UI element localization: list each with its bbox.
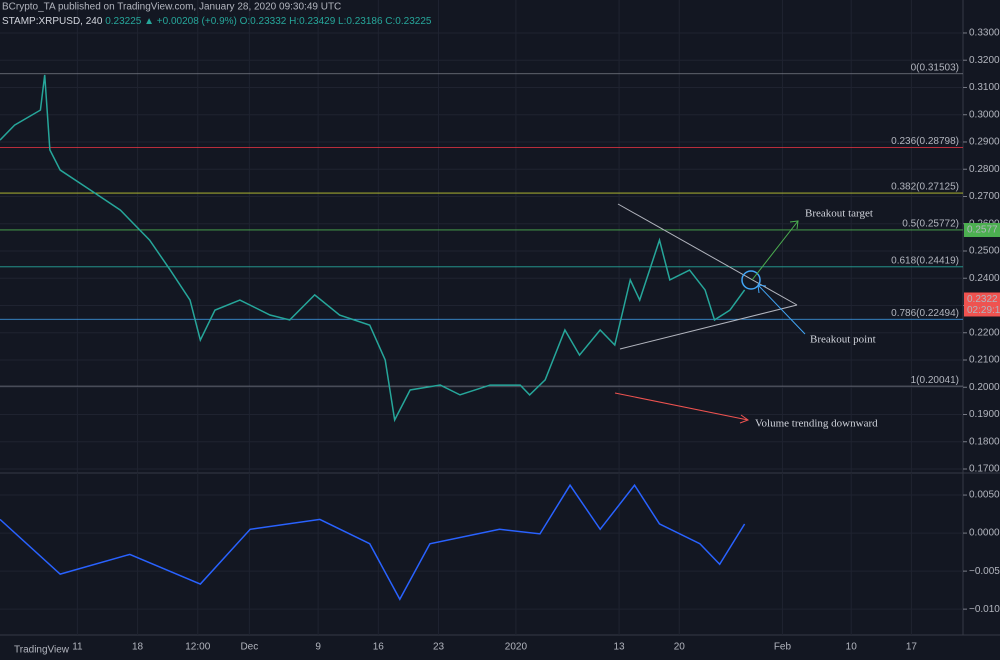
y-tick-label: 0.1700 xyxy=(969,464,1000,475)
x-tick-label: 12:00 xyxy=(185,642,210,653)
author-line: BCrypto_TA published on TradingView.com,… xyxy=(2,2,341,13)
x-tick-label: 20 xyxy=(674,642,686,653)
x-tick-label: 23 xyxy=(433,642,445,653)
fib-label: 0(0.31503) xyxy=(911,62,959,73)
y-tick-label: 0.2800 xyxy=(969,164,1000,175)
countdown: 02:29:1 xyxy=(967,305,1000,316)
trendline xyxy=(619,304,798,350)
y-tick-label: 0.2500 xyxy=(969,246,1000,257)
fib-label: 0.382(0.27125) xyxy=(891,182,959,193)
x-tick-label: 16 xyxy=(373,642,385,653)
fib-label: 0.786(0.22494) xyxy=(891,308,959,319)
price-line xyxy=(0,74,746,423)
fib-label: 1(0.20041) xyxy=(911,375,959,386)
y-tick-label: 0.2000 xyxy=(969,382,1000,393)
annotation: Breakout point xyxy=(810,334,876,346)
y-tick-label: 0.0000 xyxy=(969,528,1000,539)
price-label: 0.2577 xyxy=(967,225,998,236)
arrow xyxy=(751,220,799,281)
quote: 0.23225 ▲ +0.00208 (+0.9%) O:0.23332 H:0… xyxy=(105,16,432,27)
fib-label: 0.5(0.25772) xyxy=(902,219,959,230)
y-tick-label: 0.3200 xyxy=(969,55,1000,66)
y-tick-label: 0.2100 xyxy=(969,355,1000,366)
y-tick-label: −0.0100 xyxy=(969,604,1000,615)
trendline xyxy=(617,203,798,306)
x-tick-label: 17 xyxy=(906,642,918,653)
y-tick-label: 0.3100 xyxy=(969,82,1000,93)
breakout-circle xyxy=(741,270,761,290)
fib-label: 0.618(0.24419) xyxy=(891,255,959,266)
arrow xyxy=(614,392,749,421)
y-tick-label: 0.2200 xyxy=(969,327,1000,338)
logo: TradingView xyxy=(14,645,70,656)
y-tick-label: −0.0050 xyxy=(969,566,1000,577)
y-tick-label: 0.1800 xyxy=(969,436,1000,447)
y-tick-label: 0.1900 xyxy=(969,409,1000,420)
x-tick-label: 2020 xyxy=(505,642,528,653)
last-price-box xyxy=(964,292,1000,317)
target-price-box xyxy=(964,223,1000,238)
arrow xyxy=(757,284,806,335)
symbol-line: STAMP:XRPUSD, 240 0.23225 ▲ +0.00208 (+0… xyxy=(2,16,432,27)
y-tick-label: 0.2400 xyxy=(969,273,1000,284)
annotation: Volume trending downward xyxy=(755,418,878,430)
y-tick-label: 0.0050 xyxy=(969,490,1000,501)
price-line xyxy=(0,483,746,601)
x-tick-label: 13 xyxy=(614,642,626,653)
x-tick-label: Feb xyxy=(774,642,792,653)
fib-label: 0.236(0.28798) xyxy=(891,136,959,147)
arrow-head xyxy=(789,220,799,230)
arrow-head xyxy=(739,414,750,424)
symbol: STAMP:XRPUSD, 240 xyxy=(2,16,103,27)
x-tick-label: 18 xyxy=(132,642,144,653)
y-tick-label: 0.3000 xyxy=(969,109,1000,120)
drawings xyxy=(614,203,806,424)
price-label: 0.2322 xyxy=(967,294,998,305)
y-tick-label: 0.2900 xyxy=(969,137,1000,148)
annotation: Breakout target xyxy=(805,208,873,220)
x-tick-label: 10 xyxy=(846,642,858,653)
y-tick-label: 0.3300 xyxy=(969,28,1000,39)
x-tick-label: Dec xyxy=(240,642,258,653)
arrow-head xyxy=(757,284,767,294)
x-tick-label: 11 xyxy=(72,642,83,653)
x-tick-label: 9 xyxy=(315,642,321,653)
y-tick-label: 0.2700 xyxy=(969,191,1000,202)
